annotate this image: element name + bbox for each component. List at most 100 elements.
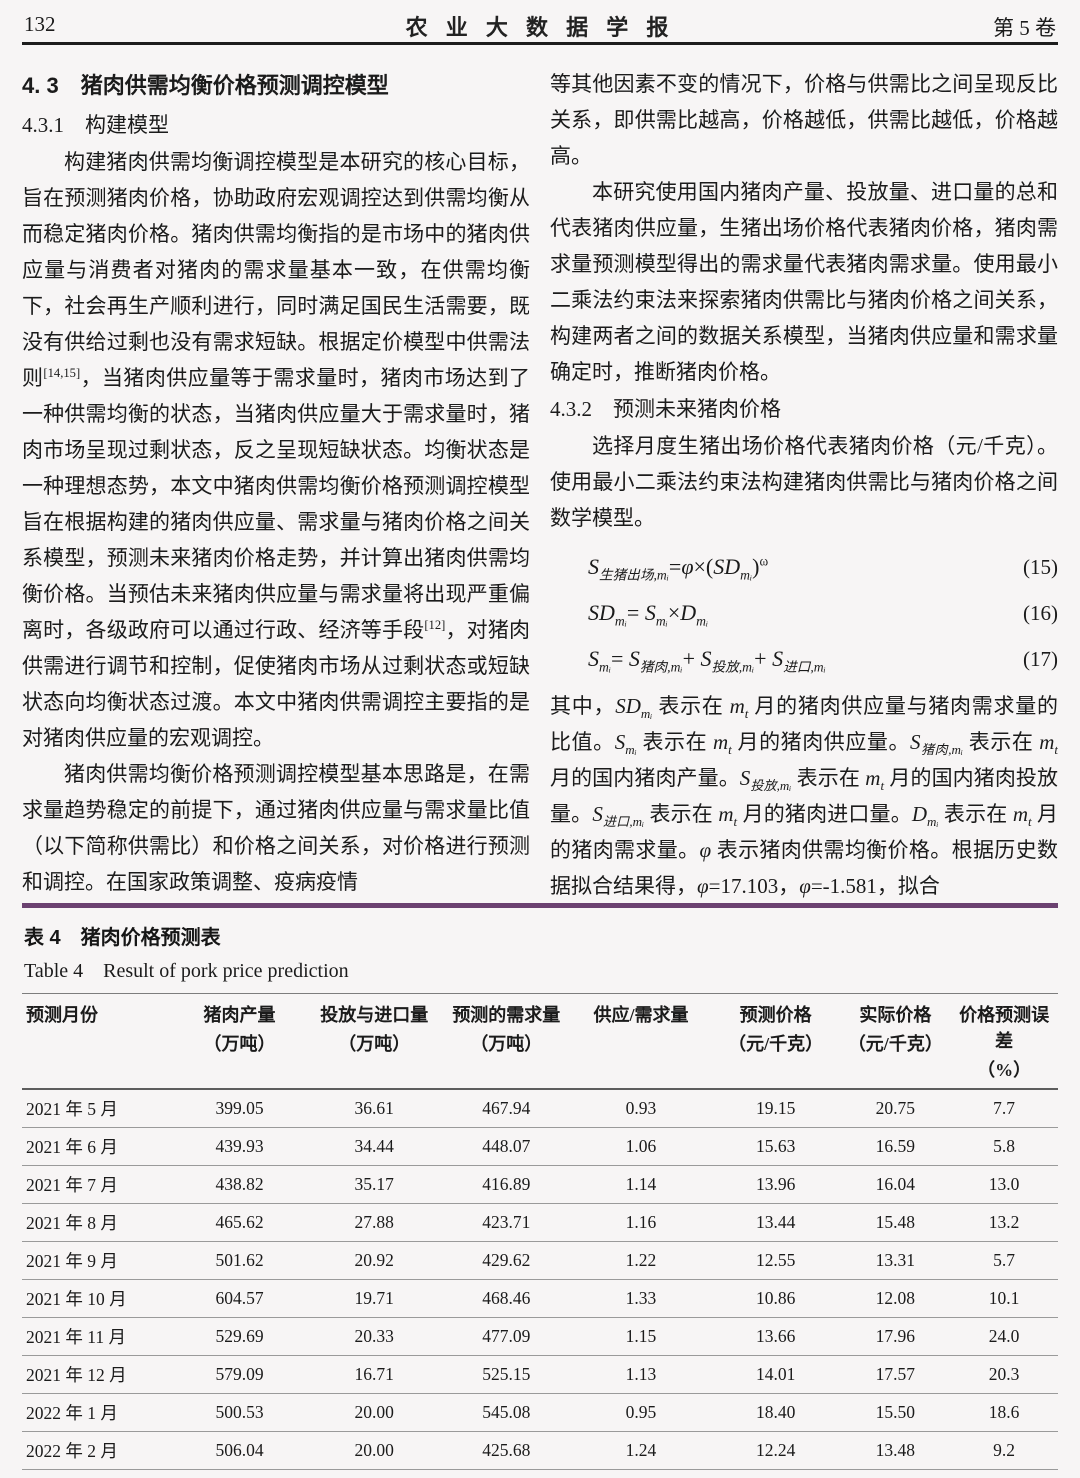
table-cell: 19.71 bbox=[306, 1279, 442, 1318]
table-cell: 12.91 bbox=[840, 1469, 951, 1478]
paragraph-inverse-relation: 等其他因素不变的情况下，价格与供需比之间呈现反比关系，即供需比越高，价格越低，供… bbox=[550, 72, 1058, 168]
table-caption-zh: 表 4 猪肉价格预测表 bbox=[24, 927, 221, 949]
table-cell: 12.55 bbox=[710, 1241, 841, 1280]
journal-title: 农 业 大 数 据 学 报 bbox=[405, 15, 675, 40]
table-cell: 15.63 bbox=[710, 1127, 841, 1166]
table-cell: 2021 年 11 月 bbox=[22, 1317, 173, 1356]
equation-number: (17) bbox=[1023, 647, 1058, 671]
table-cell: 20.92 bbox=[306, 1241, 442, 1280]
equation-number: (16) bbox=[1023, 601, 1058, 625]
table-row: 2021 年 6 月 439.93 34.44 448.07 1.06 15.63 16.5… bbox=[22, 1127, 1058, 1166]
table-row: 2022 年 1 月 500.53 20.00 545.08 0.95 18.40 15.5… bbox=[22, 1393, 1058, 1432]
table-row: 2021 年 11 月 529.69 20.33 477.09 1.15 13.66 17.… bbox=[22, 1317, 1058, 1356]
table-cell: 506.04 bbox=[172, 1431, 307, 1470]
table-cell: 425.68 bbox=[441, 1431, 572, 1470]
section-heading-431: 4.3.1 构建模型 bbox=[22, 113, 169, 137]
table-cell: 20.00 bbox=[306, 1393, 442, 1432]
paragraph-model-idea: 猪肉供需均衡价格预测调控模型基本思路是，在需求量趋势稳定的前提下，通过猪肉供应量… bbox=[22, 762, 530, 894]
table-row: 2022 年 3 月510.0920.00425.791.2412.1012.9… bbox=[22, 1469, 1058, 1478]
table-cell: 0.93 bbox=[571, 1089, 711, 1128]
table-cell: 17.96 bbox=[840, 1317, 951, 1356]
table-cell: 36.61 bbox=[306, 1089, 442, 1128]
equation: SDmᵢ= Smᵢ×Dmᵢ (16) bbox=[550, 590, 1058, 636]
table-head: 预测月份 猪肉产量 （万吨） 投放与进口量 （万吨） 预测的需求量 （万吨） 供应/需求量 预测… bbox=[22, 993, 1058, 1090]
equation-body: S生猪出场,mᵢ=φ×(SDmᵢ)ω bbox=[588, 553, 769, 583]
equation-body: Smᵢ= S猪肉,mᵢ+ S投放,mᵢ+ S进口,mᵢ bbox=[588, 646, 826, 675]
table-header-cell: 预测的需求量 （万吨） bbox=[441, 993, 572, 1090]
table-cell: 2021 年 9 月 bbox=[22, 1241, 173, 1280]
table-cell: 525.15 bbox=[441, 1355, 572, 1394]
table-cell: 1.14 bbox=[571, 1165, 711, 1204]
table-cell: 13.66 bbox=[710, 1317, 841, 1356]
table-row: 2021 年 9 月 501.62 20.92 429.62 1.22 12.55 13.3… bbox=[22, 1241, 1058, 1280]
table-cell: 12.10 bbox=[710, 1469, 841, 1478]
table-top-accent-bar bbox=[22, 903, 1058, 908]
table-caption-en: Table 4 Result of pork price prediction bbox=[24, 960, 349, 982]
table-cell: 579.09 bbox=[172, 1355, 307, 1394]
running-head: 132 农 业 大 数 据 学 报 第 5 卷 bbox=[22, 6, 1058, 40]
table-cell: 501.62 bbox=[172, 1241, 307, 1280]
table-cell: 545.08 bbox=[441, 1393, 572, 1432]
equation-block: S生猪出场,mᵢ=φ×(SDmᵢ)ω (15) SDmᵢ= Smᵢ×Dmᵢ (16) S… bbox=[550, 544, 1058, 682]
table-cell: 2022 年 1 月 bbox=[22, 1393, 173, 1432]
table-cell: 477.09 bbox=[441, 1317, 572, 1356]
table-row: 2021 年 8 月 465.62 27.88 423.71 1.16 13.44 15.4… bbox=[22, 1203, 1058, 1242]
table-cell: 19.15 bbox=[710, 1089, 841, 1128]
equation-body: SDmᵢ= Smᵢ×Dmᵢ bbox=[588, 600, 709, 629]
left-column: 4. 3 猪肉供需均衡价格预测调控模型 4.3.1 构建模型 构建猪肉供需均衡调… bbox=[22, 66, 530, 904]
table-cell: 2021 年 8 月 bbox=[22, 1203, 173, 1242]
paragraph-model-build: 构建猪肉供需均衡调控模型是本研究的核心目标，旨在预测猪肉价格，协助政府宏观调控达… bbox=[22, 150, 530, 750]
table-header-cell: 实际价格 （元/千克） bbox=[840, 993, 951, 1090]
table-cell: 14.01 bbox=[710, 1355, 841, 1394]
table-cell: 399.05 bbox=[172, 1089, 307, 1128]
table-cell: 2021 年 6 月 bbox=[22, 1127, 173, 1166]
table-cell: 12.08 bbox=[840, 1279, 951, 1318]
table-cell: 20.00 bbox=[306, 1469, 442, 1478]
table-cell: 448.07 bbox=[441, 1127, 572, 1166]
table-cell: 416.89 bbox=[441, 1165, 572, 1204]
table-cell: 1.33 bbox=[571, 1279, 711, 1318]
table-cell: 15.48 bbox=[840, 1203, 951, 1242]
table-cell: 18.40 bbox=[710, 1393, 841, 1432]
table-cell: 529.69 bbox=[172, 1317, 307, 1356]
table-cell: 5.7 bbox=[950, 1241, 1058, 1280]
table-header-cell: 猪肉产量 （万吨） bbox=[172, 993, 307, 1090]
paragraph-price-model: 选择月度生猪出场价格代表猪肉价格（元/千克）。使用最小二乘法约束法构建猪肉供需比… bbox=[550, 434, 1058, 530]
table-body: 2021 年 5 月 399.05 36.61 467.94 0.93 19.15 20.7… bbox=[22, 1089, 1058, 1478]
table-cell: 0.95 bbox=[571, 1393, 711, 1432]
table-cell: 10.86 bbox=[710, 1279, 841, 1318]
equation: Smᵢ= S猪肉,mᵢ+ S投放,mᵢ+ S进口,mᵢ (17) bbox=[550, 636, 1058, 682]
section-heading-432: 4.3.2 预测未来猪肉价格 bbox=[550, 397, 781, 421]
table-cell: 500.53 bbox=[172, 1393, 307, 1432]
table-header-cell: 预测月份 bbox=[22, 993, 173, 1090]
table-cell: 13.2 bbox=[950, 1203, 1058, 1242]
table-cell: 1.16 bbox=[571, 1203, 711, 1242]
table-row: 2021 年 5 月 399.05 36.61 467.94 0.93 19.15 20.7… bbox=[22, 1089, 1058, 1128]
table-cell: 20.33 bbox=[306, 1317, 442, 1356]
table-row: 2022 年 2 月 506.04 20.00 425.68 1.24 12.24 13.4… bbox=[22, 1431, 1058, 1470]
table-header-cell: 预测价格 （元/千克） bbox=[710, 993, 841, 1090]
table-cell: 1.24 bbox=[571, 1431, 711, 1470]
table-cell: 2021 年 5 月 bbox=[22, 1089, 173, 1128]
table-cell: 5.8 bbox=[950, 1127, 1058, 1166]
table-section: 表 4 猪肉价格预测表 Table 4 Result of pork price… bbox=[22, 903, 1058, 1478]
table-cell: 27.88 bbox=[306, 1203, 442, 1242]
table-cell: 10.1 bbox=[950, 1279, 1058, 1318]
table-cell: 2022 年 2 月 bbox=[22, 1431, 173, 1470]
table-header-cell: 投放与进口量 （万吨） bbox=[306, 993, 442, 1090]
table-cell: 1.15 bbox=[571, 1317, 711, 1356]
table-cell: 13.0 bbox=[950, 1165, 1058, 1204]
table-cell: 13.31 bbox=[840, 1241, 951, 1280]
page-number: 132 bbox=[24, 12, 56, 36]
table-cell: 425.79 bbox=[441, 1469, 572, 1478]
header-rule bbox=[22, 42, 1058, 45]
table-cell: 20.75 bbox=[840, 1089, 951, 1128]
section-heading-43: 4. 3 猪肉供需均衡价格预测调控模型 bbox=[22, 73, 389, 98]
table-cell: 604.57 bbox=[172, 1279, 307, 1318]
table-cell: 16.59 bbox=[840, 1127, 951, 1166]
table-cell: 35.17 bbox=[306, 1165, 442, 1204]
table-cell: 429.62 bbox=[441, 1241, 572, 1280]
table-cell: 1.13 bbox=[571, 1355, 711, 1394]
table-row: 2021 年 7 月 438.82 35.17 416.89 1.14 13.96 16.0… bbox=[22, 1165, 1058, 1204]
